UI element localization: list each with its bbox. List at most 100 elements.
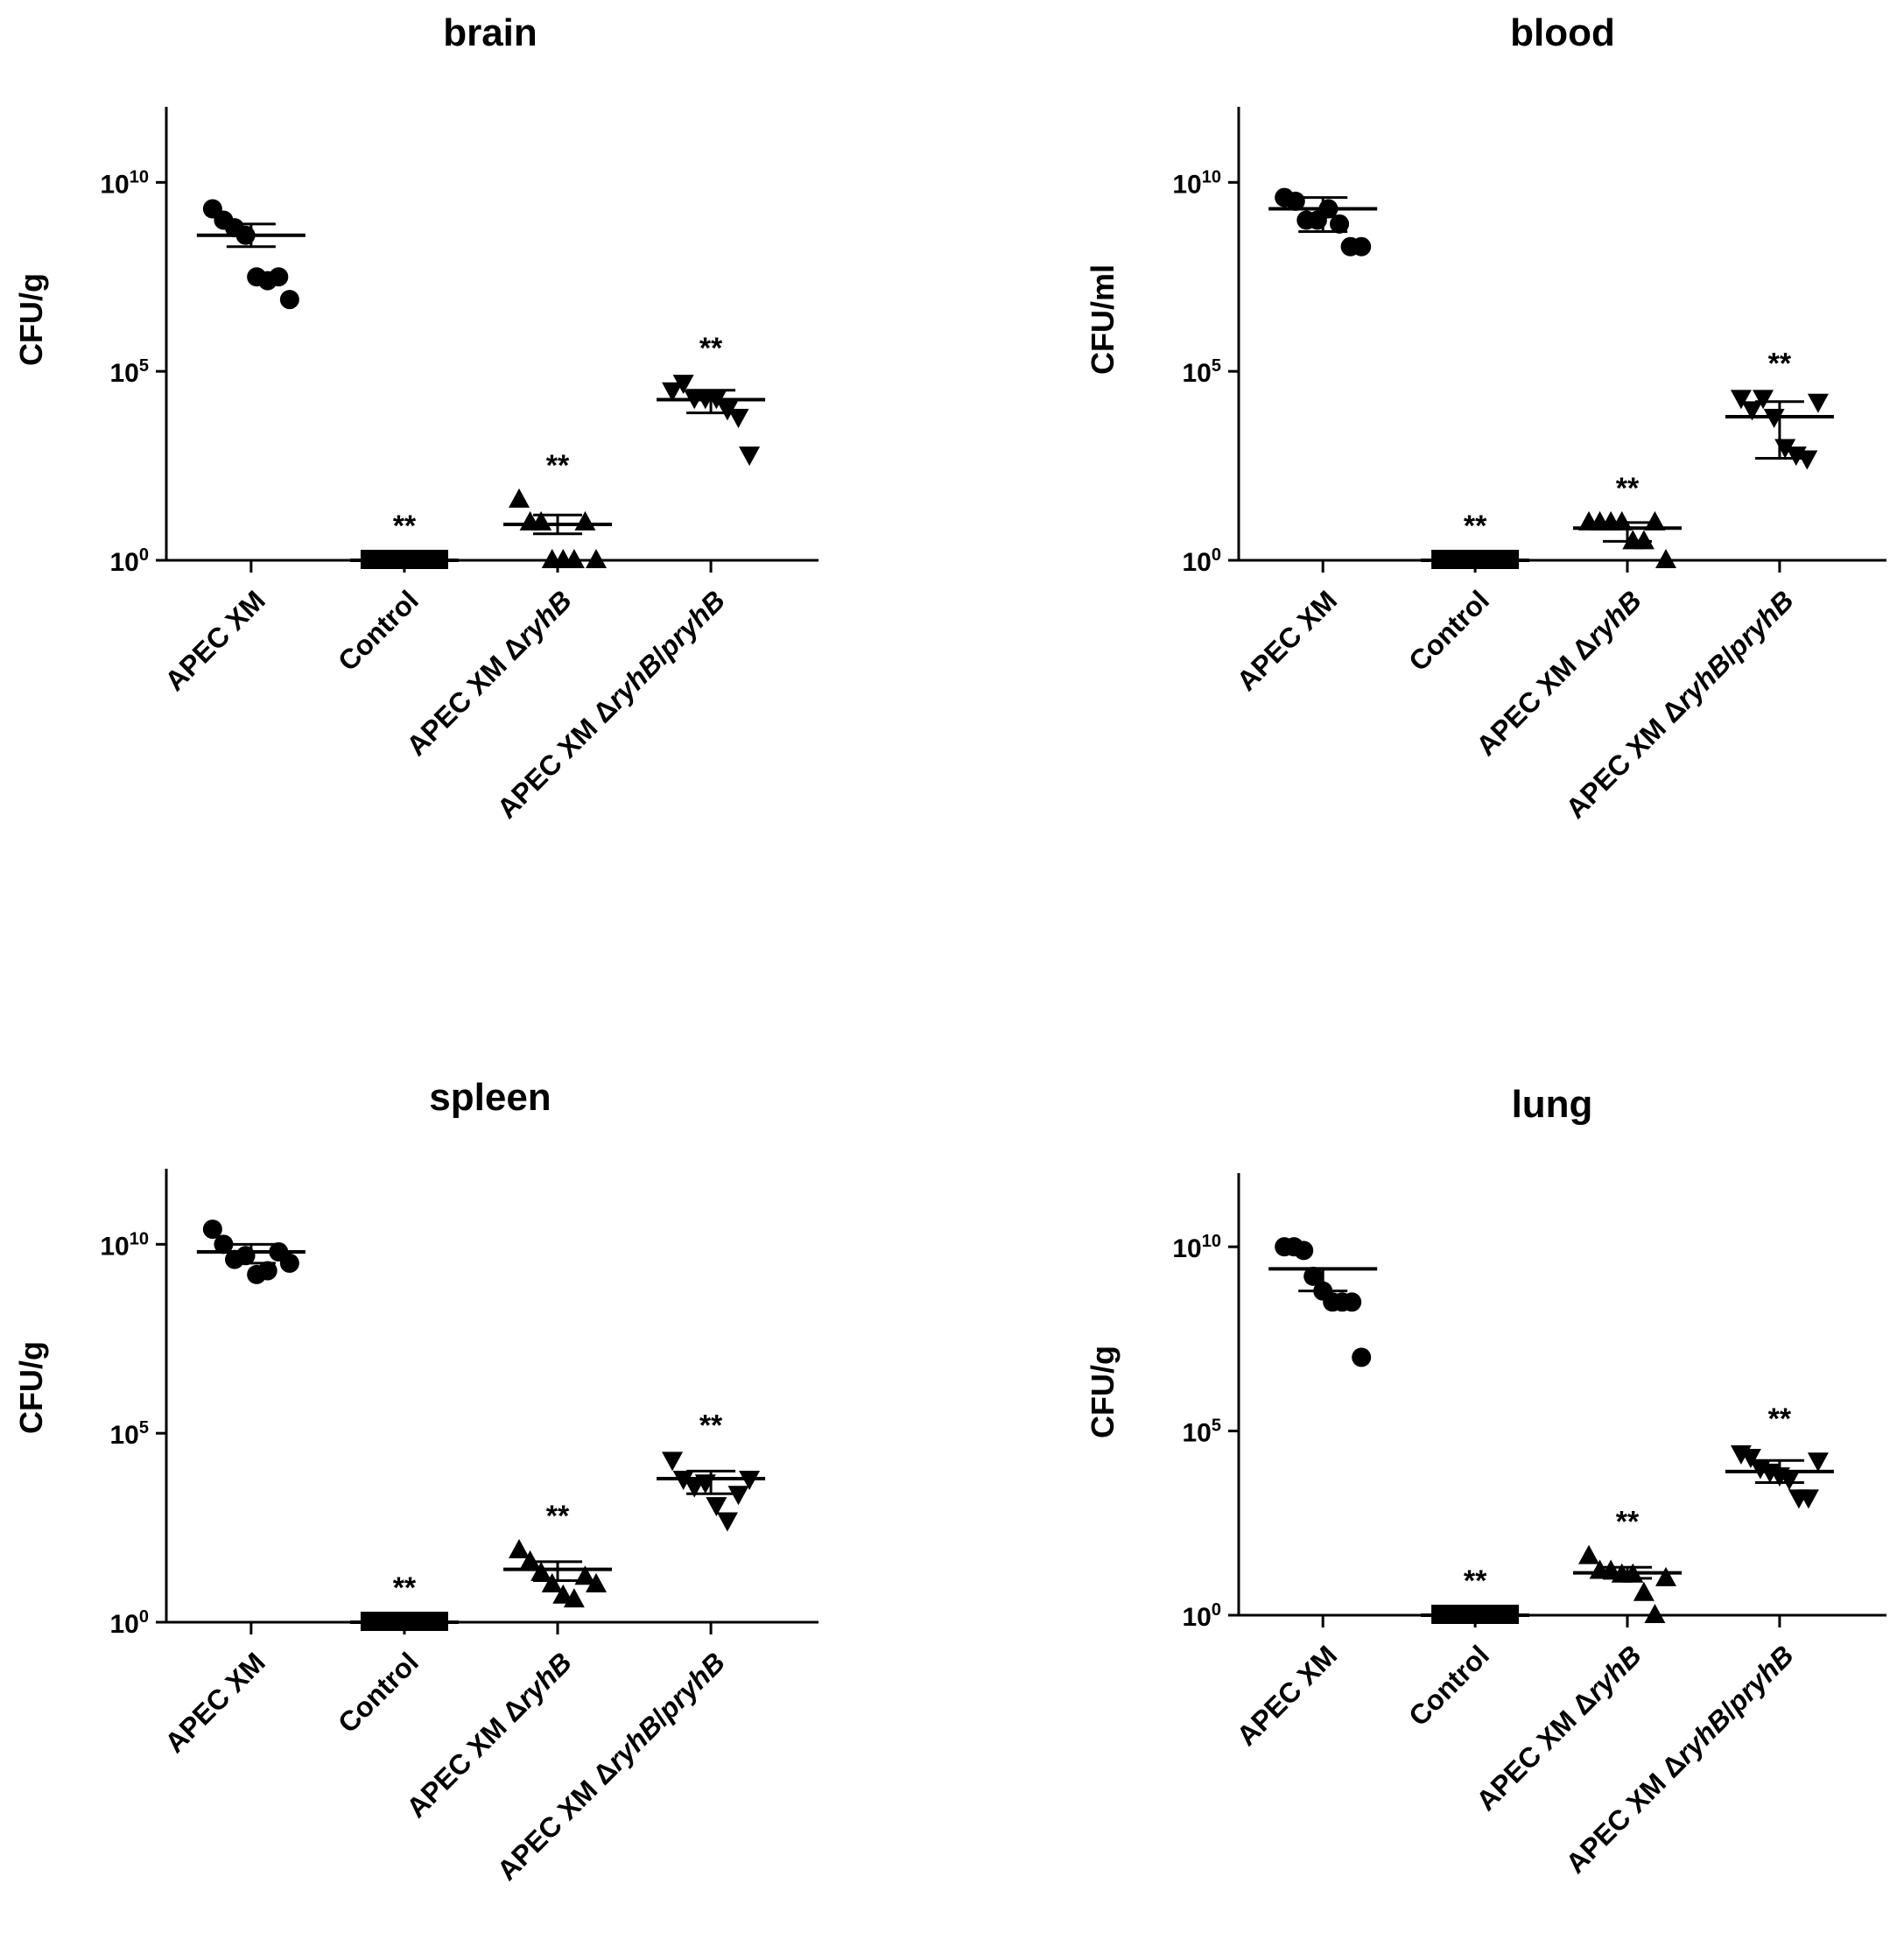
significance-label: ** (1464, 510, 1487, 543)
group-0: APEC XM (158, 1220, 306, 1759)
data-point (1644, 510, 1666, 531)
x-tick-label: Control (1402, 1639, 1495, 1732)
data-point (1578, 1544, 1599, 1564)
data-point (727, 1486, 749, 1506)
y-axis-label: CFU/g (1085, 1346, 1121, 1438)
significance-label: ** (699, 1409, 723, 1442)
data-point (269, 267, 289, 287)
y-tick-label: 100 (110, 545, 150, 577)
data-point (662, 382, 684, 402)
data-point (586, 1572, 607, 1592)
data-point (1303, 1266, 1324, 1286)
x-tick-label: Control (332, 1646, 425, 1739)
data-point (214, 1234, 234, 1255)
x-tick-label: APEC XM ΔryhB (1470, 1639, 1648, 1817)
group-1: Control ** (332, 510, 459, 677)
significance-label: ** (393, 510, 417, 543)
y-tick-label: 105 (1183, 1416, 1222, 1448)
y-tick-label: 1010 (100, 1229, 149, 1261)
data-point (279, 290, 299, 310)
y-tick-label: 100 (1183, 545, 1222, 577)
x-tick-label: APEC XM (158, 584, 271, 697)
data-point (541, 1572, 563, 1592)
data-point (1352, 1347, 1372, 1367)
data-point (1655, 1566, 1676, 1586)
data-point (1807, 393, 1829, 413)
data-point (509, 1538, 530, 1558)
group-1: Control ** (1402, 510, 1530, 677)
y-tick-label: 100 (110, 1607, 150, 1639)
chart-title: spleen (429, 1076, 551, 1119)
data-point (257, 1261, 278, 1281)
group-0: APEC XM (158, 199, 306, 697)
data-point (1730, 390, 1752, 410)
data-point (563, 549, 585, 568)
y-tick-label: 1010 (1172, 1232, 1221, 1263)
data-point (202, 1220, 222, 1240)
data-point (672, 375, 694, 395)
data-point (1797, 1489, 1819, 1509)
x-tick-label: APEC XM ΔryhB (400, 584, 578, 762)
y-tick-label: 1010 (1172, 167, 1221, 199)
x-tick-label: APEC XM ΔryhB (1470, 584, 1648, 762)
y-tick-label: 105 (110, 356, 150, 388)
x-tick-label: APEC XM (1231, 584, 1344, 697)
x-tick-label: Control (1402, 584, 1495, 677)
significance-label: ** (699, 332, 723, 365)
group-1: Control ** (1402, 1564, 1530, 1732)
significance-label: ** (546, 1500, 570, 1533)
y-tick-label: 105 (110, 1418, 150, 1450)
y-axis-label: CFU/g (13, 1341, 49, 1434)
chart-title: lung (1512, 1083, 1593, 1126)
group-0: APEC XM (1231, 187, 1378, 697)
group-3: APEC XM ΔryhB/pryhB** (1560, 347, 1834, 825)
significance-label: ** (393, 1571, 417, 1605)
data-point (1739, 1449, 1761, 1469)
group-3: APEC XM ΔryhB/pryhB** (491, 332, 766, 825)
data-point (279, 1253, 299, 1273)
x-tick-label: APEC XM (158, 1646, 271, 1759)
chart-title: blood (1510, 11, 1615, 54)
data-point (1633, 1581, 1655, 1601)
y-tick-label: 1010 (100, 167, 149, 199)
data-point (706, 1497, 727, 1517)
data-point (519, 1550, 541, 1570)
group-3: APEC XM ΔryhB/pryhB** (1560, 1402, 1834, 1880)
data-point (1741, 401, 1763, 421)
data-point (509, 488, 530, 508)
y-axis-label: CFU/g (13, 273, 49, 366)
chart-title: brain (443, 11, 537, 54)
y-axis-label: CFU/ml (1085, 264, 1121, 375)
data-point (1294, 1241, 1314, 1261)
data-point (1342, 1292, 1362, 1312)
data-point (563, 1588, 585, 1608)
data-point (716, 401, 738, 421)
significance-label: ** (546, 449, 570, 482)
x-tick-label: APEC XM ΔryhB (400, 1646, 578, 1824)
significance-label: ** (1768, 1402, 1792, 1436)
x-tick-label: Control (332, 584, 425, 677)
data-point (530, 1561, 552, 1581)
data-point (1644, 1604, 1666, 1623)
data-point (1655, 549, 1676, 568)
data-point (1796, 450, 1818, 470)
group-1: Control ** (332, 1571, 459, 1739)
data-point (1633, 530, 1655, 550)
significance-label: ** (1464, 1564, 1487, 1598)
x-tick-label: APEC XM (1231, 1639, 1344, 1752)
significance-label: ** (1616, 472, 1640, 505)
data-point (716, 1512, 738, 1532)
data-point (1753, 390, 1774, 410)
significance-label: ** (1768, 347, 1792, 380)
data-point (1778, 1471, 1800, 1491)
significance-label: ** (1616, 1506, 1640, 1539)
data-point (586, 549, 607, 568)
group-3: APEC XM ΔryhB/pryhB** (491, 1409, 766, 1887)
data-point (1807, 1452, 1829, 1473)
